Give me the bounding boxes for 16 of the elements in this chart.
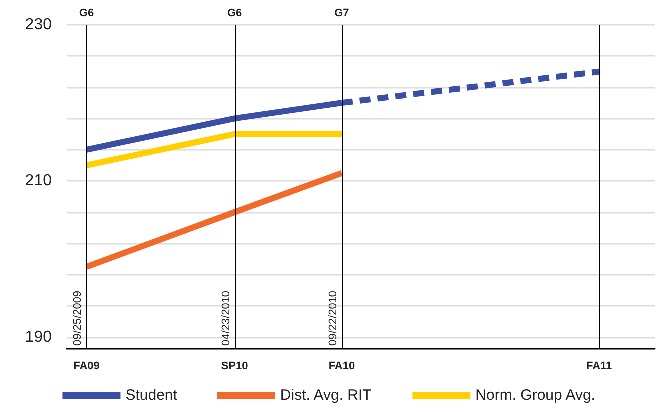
ref-line-label: 09/22/2010 (327, 290, 340, 346)
x2-tick-label: G7 (334, 8, 350, 20)
y-tick-label: 210 (25, 172, 52, 190)
legend-label: Dist. Avg. RIT (280, 387, 372, 404)
x2-tick-label: G6 (79, 8, 94, 20)
ref-line-label: 04/23/2010 (220, 290, 232, 346)
x-tick-label: FA11 (586, 360, 612, 372)
x-tick-label: SP10 (221, 360, 248, 372)
x-tick-label: FA10 (328, 360, 356, 372)
ref-line-label: 09/25/2009 (72, 290, 84, 346)
legend-label: Student (126, 387, 178, 404)
legend-label: Norm. Group Avg. (476, 387, 596, 404)
y-tick-label: 190 (25, 328, 52, 346)
y-tick-label: 230 (25, 16, 52, 34)
x2-tick-label: G6 (227, 8, 242, 20)
x-tick-label: FA09 (74, 360, 100, 372)
